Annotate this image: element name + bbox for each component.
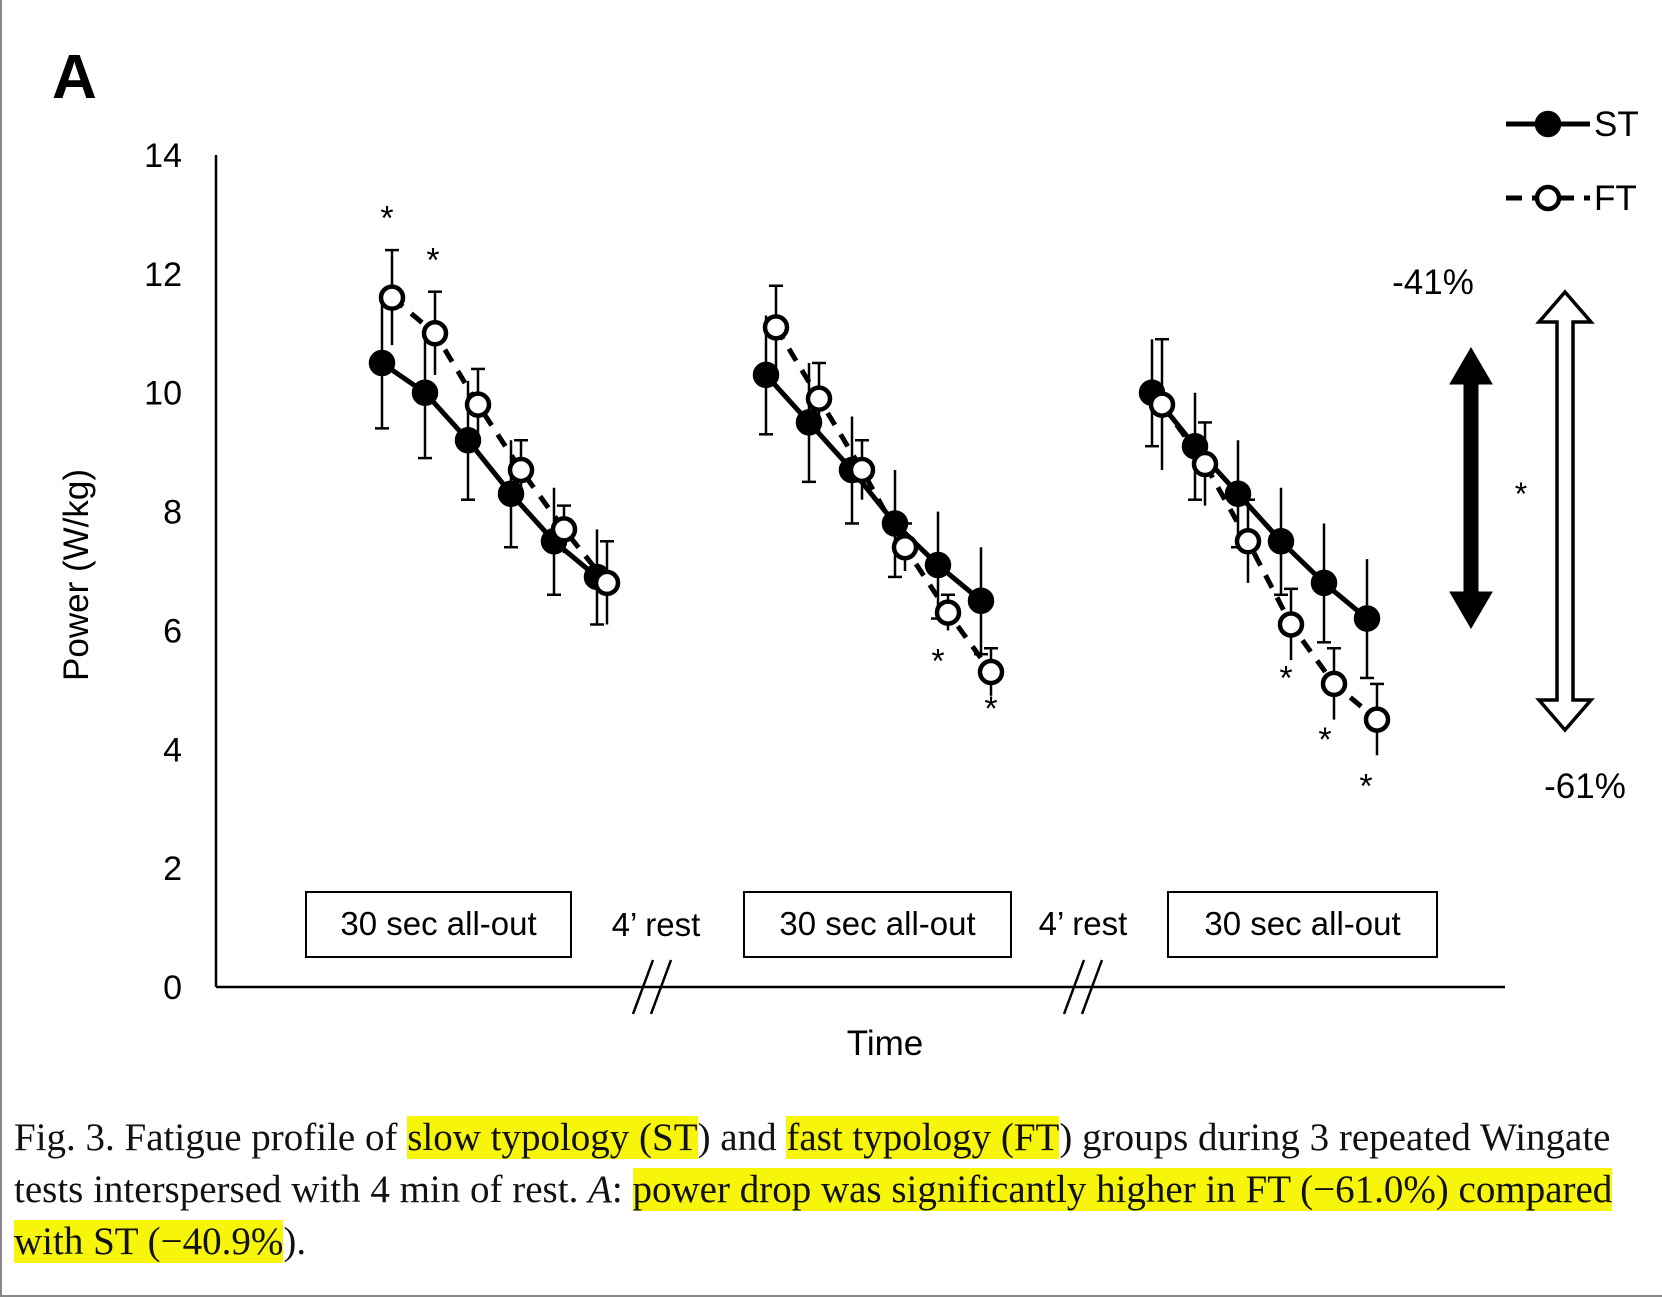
significance-asterisk: * [984,690,997,728]
st-drop-arrow [1449,347,1493,629]
axis-break-mark [1080,959,1104,1015]
ft-data-point [977,658,1005,686]
caption-highlight: slow typology (ST [407,1116,698,1159]
y-tick-label: 12 [144,256,182,294]
legend: ST FT [1506,105,1639,218]
fatigue-chart: A 0 2 4 6 8 10 12 14 Power (W/kg) Time 30 sec all… [52,43,1639,1063]
y-tick-label: 14 [144,137,182,175]
y-tick-label: 4 [163,731,182,769]
ft-data-point [550,516,578,543]
rest-label: 4’ rest [1039,905,1128,942]
ft-data-point [1191,450,1219,478]
axes: 0 2 4 6 8 10 12 14 Power (W/kg) Time [57,137,1505,1063]
significance-asterisk: * [1279,659,1292,697]
ft-data-point [891,533,919,561]
ft-data-point [1363,706,1391,733]
rest-label: 4’ rest [612,906,701,943]
st-drop-label: -41% [1392,263,1474,302]
caption-highlight: fast typology (FT [786,1116,1060,1159]
st-data-point [752,361,780,389]
st-data-point [1267,528,1295,555]
figure-caption: Fig. 3. Fatigue profile of slow typology… [14,1112,1644,1268]
ft-data-point [762,314,790,341]
st-data-point [454,427,482,454]
st-data-point [795,409,823,436]
ft-data-point [1148,391,1176,418]
ft-data-point [805,385,833,412]
legend-st-marker [1534,110,1562,138]
ft-data-point [421,320,449,347]
significance-asterisk: * [931,643,944,681]
drop-annotations: -41% -61% * [1392,263,1626,806]
y-tick-label: 2 [163,850,182,888]
bout-label: 30 sec all-out [779,905,975,942]
bout-label-box [1167,891,1438,958]
ft-data-point [1320,670,1348,698]
bout-label-box [305,891,572,958]
axis-break-mark [1062,959,1086,1015]
significance-asterisk: * [1318,721,1331,759]
st-data-point [497,480,525,507]
bout-label: 30 sec all-out [340,905,536,942]
ft-data-point [593,569,621,597]
bout-label: 30 sec all-out [1204,905,1400,942]
ft-data-point [1234,528,1262,555]
ft-data-point [378,284,406,311]
ft-drop-label: -61% [1544,767,1626,806]
phase-labels: 30 sec all-out 30 sec all-out 30 sec all-o… [305,891,1438,958]
caption-text: ). [283,1220,307,1263]
drop-significance-asterisk: * [1515,476,1527,512]
axis-break-mark [631,959,655,1015]
y-tick-label: 10 [144,375,182,413]
st-data-point [368,349,396,377]
panel-label: A [52,43,97,112]
caption-text: A [588,1168,612,1211]
ft-drop-arrow [1535,289,1595,733]
significance-asterisk: * [380,200,393,238]
caption-text: ) and [697,1116,787,1159]
x-axis-label: Time [847,1024,923,1063]
y-tick-label: 8 [163,494,182,532]
caption-text: Fig. 3. Fatigue profile of [14,1116,408,1159]
y-tick-label: 0 [163,969,182,1007]
st-data-point [881,510,909,537]
st-data-point [924,551,952,579]
series-layer: * * * * * * * [368,200,1391,806]
st-data-point [1310,569,1338,597]
ft-series-line [773,326,994,674]
ft-data-point [464,391,492,418]
legend-ft-label: FT [1594,179,1637,218]
axis-break-mark [649,959,673,1015]
ft-data-point [848,456,876,484]
legend-ft-marker [1534,184,1562,212]
y-axis-label: Power (W/kg) [57,469,96,681]
caption-text: : [611,1168,633,1211]
st-data-point [411,379,439,406]
st-data-point [1224,480,1252,507]
caption-text: ) groups during 3 repeated Wingate tests… [14,1116,1611,1211]
y-tick-label: 6 [163,612,182,650]
ft-data-point [1277,611,1305,638]
st-data-point [967,587,995,614]
ft-data-point [507,456,535,484]
st-data-point [1353,605,1381,632]
ft-data-point [934,599,962,626]
significance-asterisk: * [1359,768,1372,806]
legend-st-label: ST [1594,105,1639,144]
significance-asterisk: * [426,241,439,279]
bout-label-box [743,891,1012,958]
